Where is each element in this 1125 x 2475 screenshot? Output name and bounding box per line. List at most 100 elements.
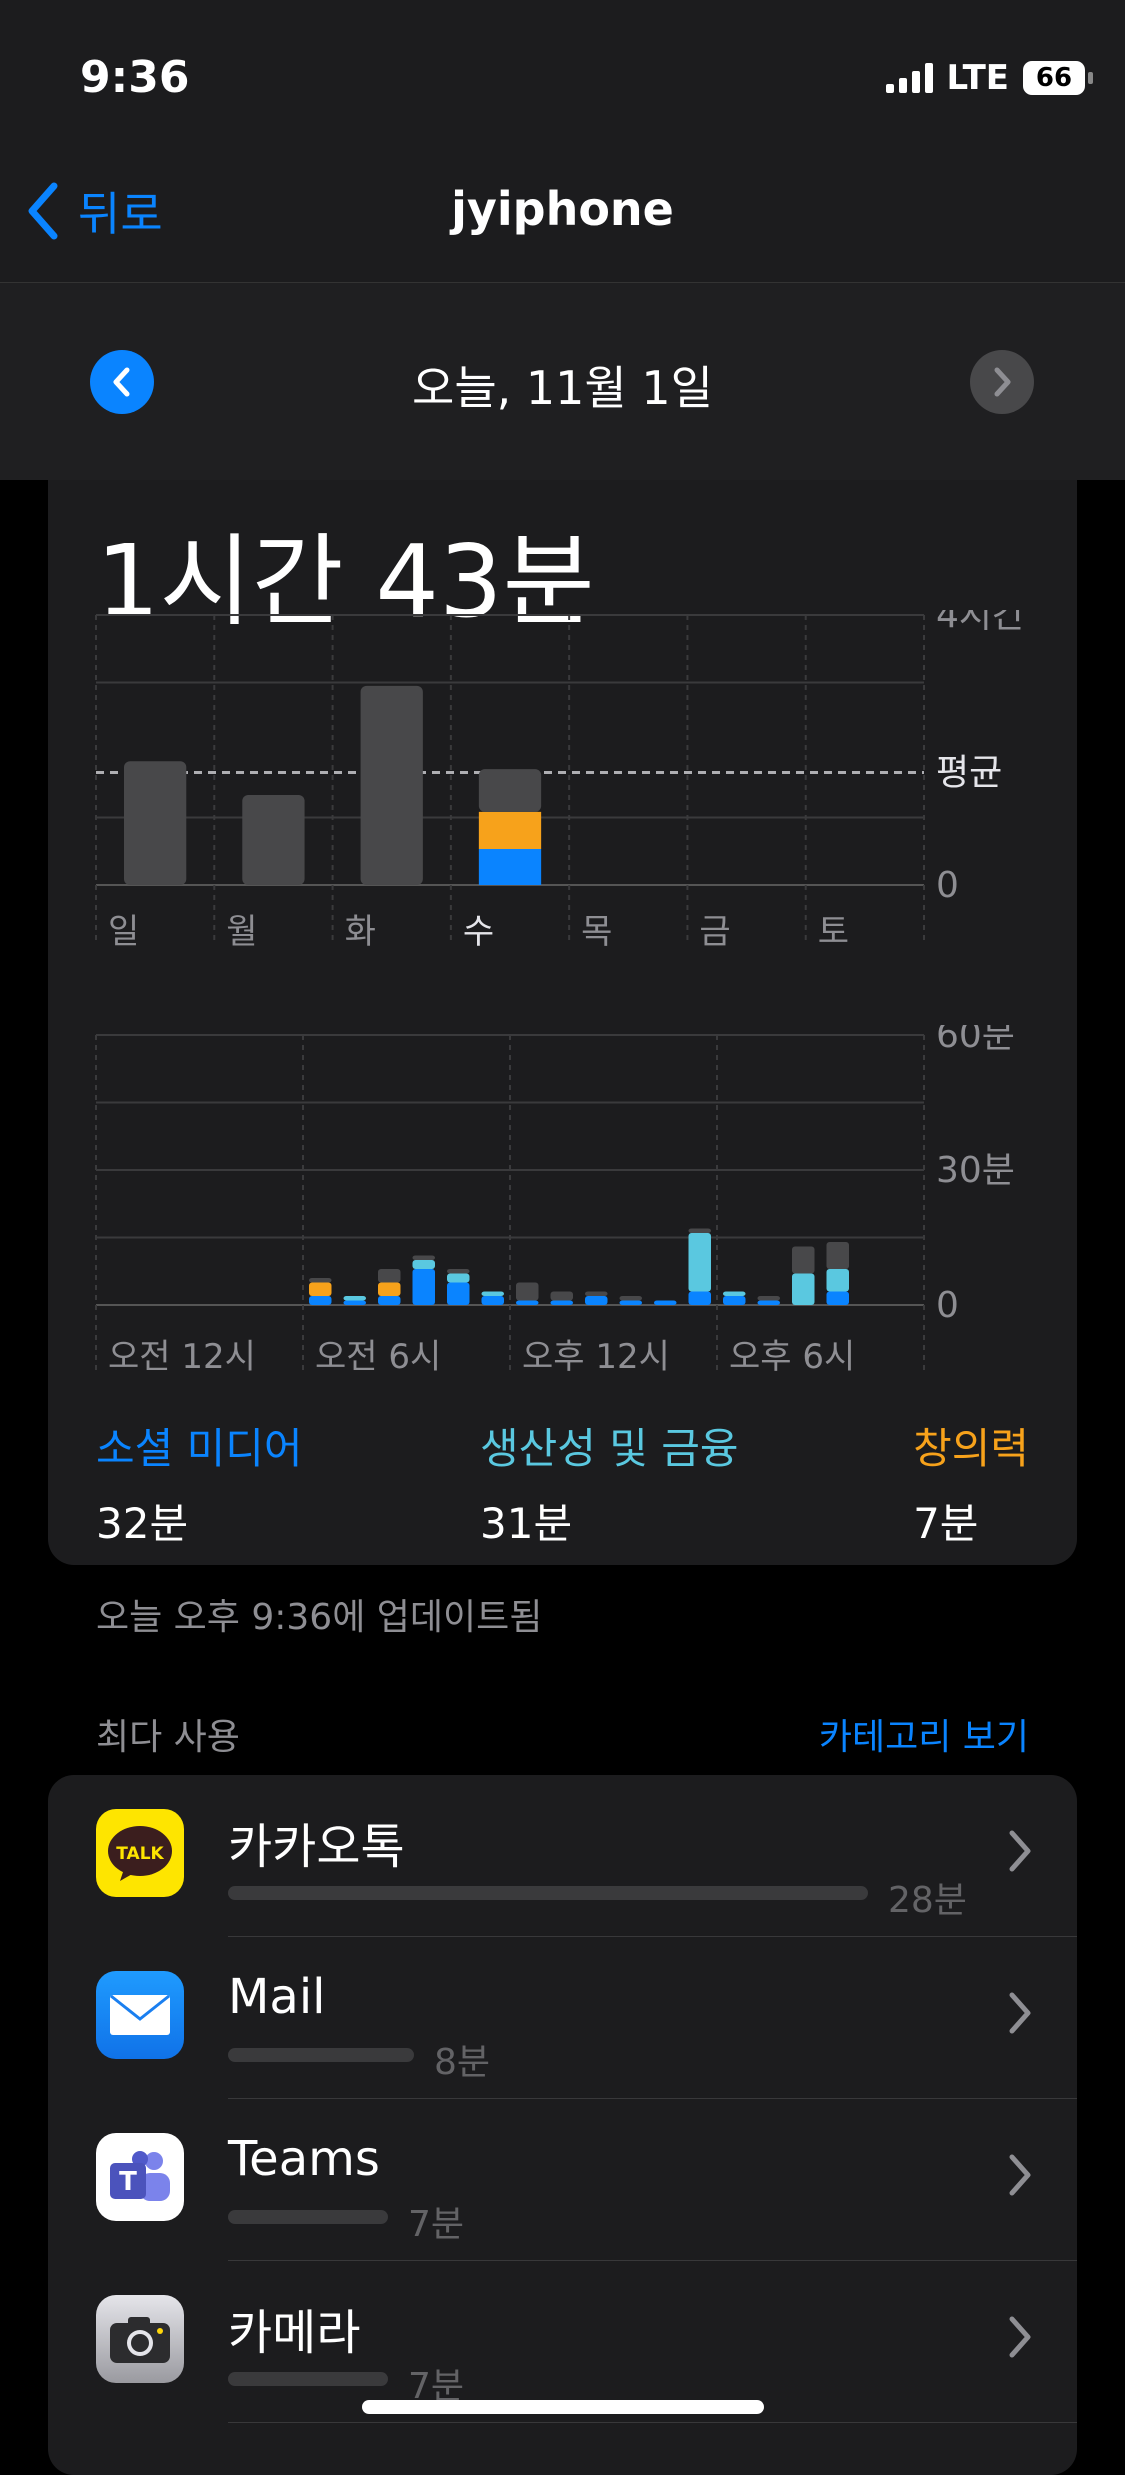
bar-segment — [481, 1291, 504, 1296]
x-tick-label: 오후 6시 — [729, 1337, 855, 1377]
bar-segment — [723, 1291, 746, 1296]
usage-time: 28분 — [888, 1880, 967, 1921]
back-button[interactable]: 뒤로 — [26, 178, 163, 244]
legend-label: 소셜 미디어 — [96, 1424, 303, 1473]
nav-bar — [0, 0, 1125, 282]
legend-label: 생산성 및 금융 — [480, 1424, 739, 1473]
x-tick-label: 화 — [345, 912, 376, 952]
signal-icon — [885, 63, 933, 93]
camera-icon — [96, 2295, 184, 2383]
kakaotalk-icon: TALK — [96, 1809, 184, 1897]
x-tick-label: 월 — [226, 912, 257, 952]
legend-value: 7분 — [913, 1499, 979, 1548]
app-row-teams[interactable]: T Teams 7분 — [48, 2099, 1077, 2261]
legend-value: 31분 — [480, 1499, 573, 1548]
hourly-usage-chart[interactable]: 오전 12시 오전 6시 오후 12시 오후 6시 60분 30분 0 — [48, 1025, 1077, 1385]
next-day-button[interactable] — [970, 350, 1034, 414]
divider — [0, 282, 1125, 283]
bar-segment — [826, 1269, 849, 1292]
bar-segment — [481, 1296, 504, 1305]
divider — [228, 2422, 1077, 2423]
home-indicator[interactable] — [362, 2400, 764, 2414]
bar-segment — [447, 1269, 470, 1274]
section-title-most-used: 최다 사용 — [96, 1717, 240, 1758]
bar-segment — [550, 1291, 573, 1301]
bar-segment — [792, 1246, 815, 1274]
chevron-right-icon — [1009, 1992, 1031, 2034]
show-categories-link[interactable]: 카테고리 보기 — [818, 1717, 1029, 1758]
bar-segment — [550, 1300, 573, 1305]
date-navigator — [0, 283, 1125, 480]
chevron-left-icon — [113, 367, 130, 397]
divider — [228, 2098, 1077, 2099]
x-tick-label: 오전 12시 — [108, 1337, 256, 1377]
bar-segment — [447, 1282, 470, 1305]
bar-segment — [826, 1291, 849, 1305]
bar-segment — [516, 1282, 539, 1301]
app-row-mail[interactable]: Mail 8분 — [48, 1937, 1077, 2099]
battery-icon: 66 — [1023, 61, 1093, 95]
date-label: 오늘, 11월 1일 — [412, 361, 713, 415]
bar-segment — [619, 1300, 642, 1305]
top-navigation: 9:36 LTE 66 뒤로 jyiphone 오늘, 11월 1일 — [0, 0, 1125, 480]
legend-creativity: 창의력 7분 — [913, 1415, 1029, 1551]
bar-segment — [585, 1296, 608, 1305]
mail-icon — [96, 1971, 184, 2059]
bar-segment — [378, 1296, 401, 1305]
x-tick-label: 목 — [581, 912, 612, 952]
bar-segment — [478, 811, 542, 849]
y-tick-label: 4시간 — [936, 610, 1025, 636]
most-used-app-list: TALK 카카오톡 28분 Mail 8분 T Teams 7분 카메라 7분 — [48, 1775, 1077, 2475]
chevron-right-icon — [1009, 2154, 1031, 2196]
bar-segment — [447, 1273, 470, 1283]
bar-segment — [792, 1273, 815, 1305]
legend-label: 창의력 — [913, 1424, 1029, 1473]
chevron-right-icon — [1009, 1830, 1031, 1872]
bar-segment — [378, 1282, 401, 1296]
status-indicators: LTE 66 — [885, 58, 1093, 98]
usage-time: 8분 — [434, 2042, 491, 2083]
page-title: jyiphone — [451, 182, 674, 236]
bar-segment — [309, 1296, 332, 1305]
x-tick-label: 수 — [463, 912, 494, 952]
usage-time: 7분 — [408, 2204, 465, 2245]
y-tick-label: 60분 — [936, 1025, 1015, 1056]
x-tick-label: 토 — [818, 912, 849, 952]
app-name: Teams — [228, 2131, 380, 2187]
bar-segment — [478, 769, 542, 812]
divider — [228, 2260, 1077, 2261]
app-name: 카메라 — [228, 2305, 361, 2361]
app-row-camera[interactable]: 카메라 7분 — [48, 2261, 1077, 2423]
updated-timestamp: 오늘 오후 9:36에 업데이트됨 — [96, 1597, 543, 1638]
x-tick-label: 오전 6시 — [315, 1337, 441, 1377]
x-tick-label: 일 — [108, 912, 139, 952]
bar-segment — [360, 685, 423, 885]
bar-segment — [412, 1260, 435, 1269]
previous-day-button[interactable] — [90, 350, 154, 414]
svg-text:T: T — [119, 2167, 137, 2197]
bar-segment — [516, 1300, 539, 1305]
y-tick-label: 평균 — [936, 753, 1002, 794]
bar-segment — [412, 1255, 435, 1260]
bar-segment — [757, 1296, 780, 1301]
bar-segment — [757, 1300, 780, 1305]
bar-segment — [309, 1282, 332, 1296]
x-tick-label: 오후 12시 — [522, 1337, 670, 1377]
y-tick-label: 0 — [936, 1285, 959, 1326]
usage-bar — [228, 2048, 414, 2062]
status-time: 9:36 — [80, 52, 190, 103]
app-name: 카카오톡 — [228, 1819, 405, 1875]
x-tick-label: 금 — [699, 912, 730, 952]
divider — [228, 1936, 1077, 1937]
bar-segment — [619, 1296, 642, 1301]
teams-icon: T — [96, 2133, 184, 2221]
total-screen-time: 1시간 43분 — [96, 523, 595, 640]
network-type: LTE — [946, 58, 1009, 98]
legend-productivity: 생산성 및 금융 31분 — [480, 1415, 739, 1551]
bar-segment — [688, 1291, 711, 1305]
usage-bar — [228, 1886, 868, 1900]
bar-segment — [688, 1228, 711, 1233]
app-row-kakaotalk[interactable]: TALK 카카오톡 28분 — [48, 1775, 1077, 1937]
